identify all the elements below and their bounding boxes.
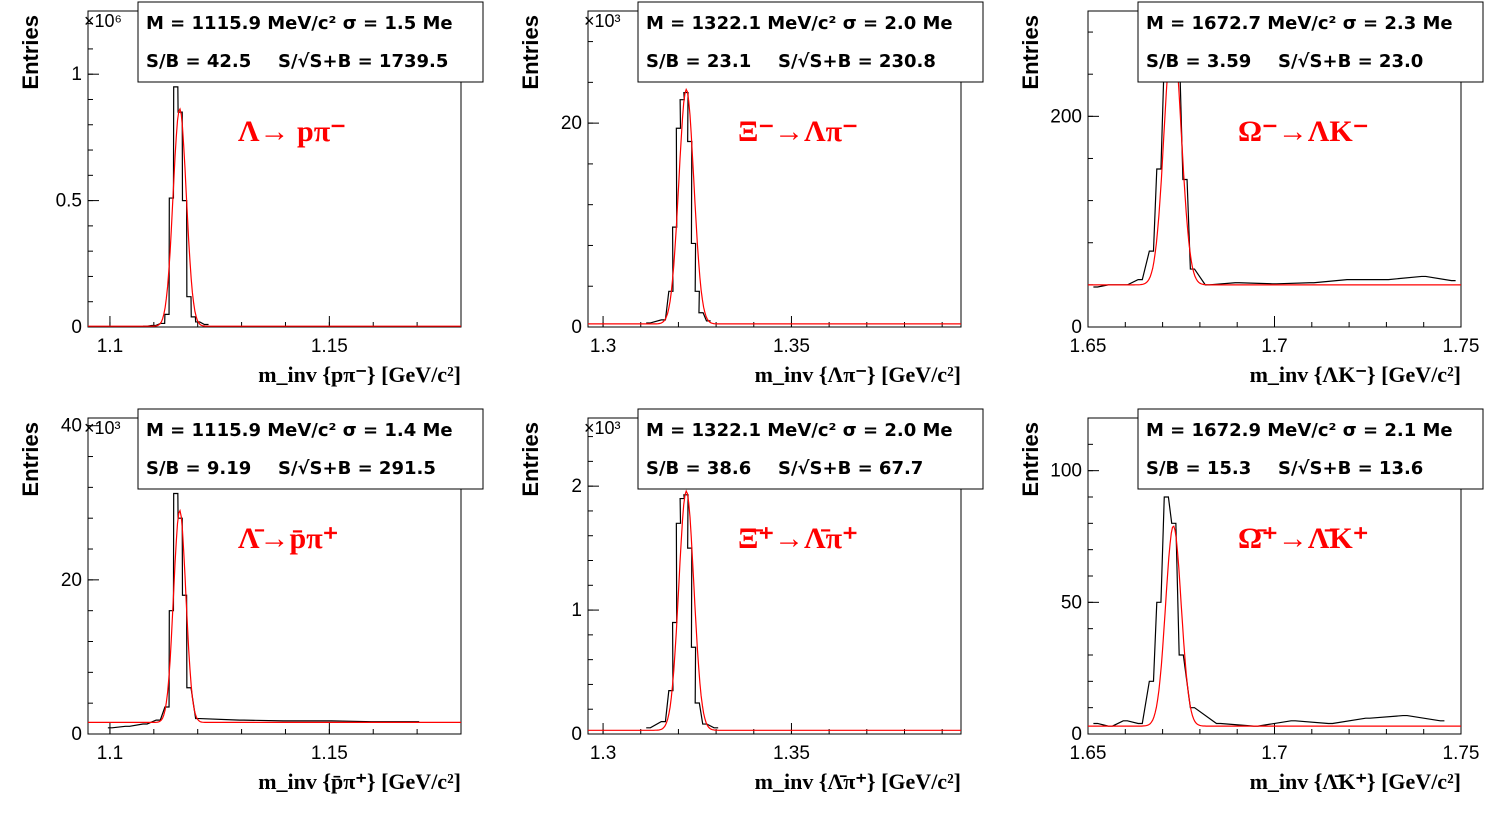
decay-label: Ω̄⁺→Λ̄K⁺ [1238, 522, 1369, 555]
stats-box [137, 408, 484, 490]
x-tick-label: 1.15 [311, 336, 348, 357]
y-tick-label: 0 [71, 317, 82, 338]
panel-1: 0 0.5 1 1.1 1.15 M = 1115.9 MeV/c² σ = 1.5 Me… [18, 1, 484, 387]
stats-mass: M = 1322.1 MeV/c² σ = 2.0 Me [646, 420, 953, 441]
x-axis-label: m_inv {pπ⁻} [GeV/c²] [258, 362, 461, 387]
y-multiplier: ×10⁶ [84, 11, 122, 31]
y-axis-label: Entries [18, 15, 43, 90]
stats-mass: M = 1672.9 MeV/c² σ = 2.1 Me [1146, 420, 1453, 441]
stats-sb: S/B = 9.19 [146, 458, 251, 479]
panel-3: 0 200 1.65 1.7 1.75 M = 1672.7 MeV/c² σ = 2.3… [1018, 1, 1484, 387]
decay-label: Ξ⁻→Λπ⁻ [738, 115, 858, 148]
y-tick-label: 1 [571, 600, 582, 621]
y-axis-label: Entries [1018, 15, 1043, 90]
fit-curve [588, 87, 961, 325]
x-tick-label: 1.75 [1443, 743, 1480, 764]
stats-significance: S/√S+B = 67.7 [778, 458, 923, 479]
y-tick-label: 50 [1061, 592, 1082, 613]
histogram-data [646, 494, 719, 729]
stats-box [1137, 1, 1484, 83]
stats-sb: S/B = 3.59 [1146, 51, 1251, 72]
x-tick-label: 1.15 [311, 743, 348, 764]
stats-box [1137, 408, 1484, 490]
stats-box [637, 1, 984, 83]
fit-curve [88, 107, 461, 327]
decay-label: Ω⁻→ΛK⁻ [1238, 115, 1369, 148]
x-tick-label: 1.7 [1261, 336, 1287, 357]
x-tick-label: 1.7 [1261, 743, 1287, 764]
y-tick-label: 100 [1050, 461, 1082, 482]
y-tick-label: 0 [1071, 317, 1082, 338]
stats-sb: S/B = 23.1 [646, 51, 751, 72]
stats-significance: S/√S+B = 13.6 [1278, 458, 1423, 479]
stats-box [637, 408, 984, 490]
x-axis-label: m_inv {ΛK⁻} [GeV/c²] [1250, 362, 1461, 387]
y-tick-label: 40 [61, 416, 82, 437]
stats-sb: S/B = 38.6 [646, 458, 751, 479]
y-tick-label: 0 [1071, 724, 1082, 745]
x-tick-label: 1.65 [1070, 336, 1107, 357]
x-tick-label: 1.65 [1070, 743, 1107, 764]
panel-2: 0 20 1.3 1.35 M = 1322.1 MeV/c² σ = 2.0 Me S/… [518, 1, 984, 387]
fit-curve [588, 489, 961, 731]
stats-significance: S/√S+B = 230.8 [778, 51, 936, 72]
decay-label: Λ→ pπ⁻ [238, 115, 346, 148]
x-tick-label: 1.3 [590, 336, 616, 357]
histogram-data [1093, 496, 1445, 727]
panel-5: 0 1 2 1.3 1.35 M = 1322.1 MeV/c² σ = 2.0 Me S/… [518, 408, 984, 794]
stats-sb: S/B = 15.3 [1146, 458, 1251, 479]
y-tick-label: 2 [571, 476, 582, 497]
stats-mass: M = 1115.9 MeV/c² σ = 1.4 Me [146, 420, 453, 441]
panel-4: 0 20 40 1.1 1.15 M = 1115.9 MeV/c² σ = 1.4 Me… [18, 408, 484, 794]
x-tick-label: 1.35 [773, 336, 810, 357]
stats-significance: S/√S+B = 291.5 [278, 458, 436, 479]
y-axis-label: Entries [518, 15, 543, 90]
y-tick-label: 20 [61, 570, 82, 591]
y-tick-label: 0.5 [56, 191, 82, 212]
stats-significance: S/√S+B = 1739.5 [278, 51, 448, 72]
y-axis-label: Entries [18, 422, 43, 497]
histogram-data [107, 492, 420, 729]
y-tick-label: 0 [571, 724, 582, 745]
stats-mass: M = 1672.7 MeV/c² σ = 2.3 Me [1146, 13, 1453, 34]
x-tick-label: 1.35 [773, 743, 810, 764]
y-axis-label: Entries [518, 422, 543, 497]
stats-significance: S/√S+B = 23.0 [1278, 51, 1423, 72]
decay-label: Λ̄→p̄π⁺ [238, 522, 338, 555]
fit-curve [88, 508, 461, 723]
y-tick-label: 0 [71, 724, 82, 745]
y-tick-label: 0 [571, 317, 582, 338]
x-axis-label: m_inv {p̄π⁺} [GeV/c²] [258, 769, 461, 794]
histogram-data [1093, 31, 1456, 288]
histogram-data [142, 86, 209, 327]
stats-box [137, 1, 484, 83]
y-tick-label: 1 [71, 64, 82, 85]
x-axis-label: m_inv {Λ̄π⁺} [GeV/c²] [755, 769, 961, 794]
x-tick-label: 1.1 [97, 336, 123, 357]
x-tick-label: 1.3 [590, 743, 616, 764]
y-tick-label: 200 [1050, 106, 1082, 127]
y-multiplier: ×10³ [584, 11, 621, 31]
stats-sb: S/B = 42.5 [146, 51, 251, 72]
decay-label: Ξ̄⁺→Λ̄π⁺ [738, 522, 858, 555]
y-multiplier: ×10³ [584, 418, 621, 438]
stats-mass: M = 1115.9 MeV/c² σ = 1.5 Me [146, 13, 453, 34]
fit-curve [1088, 30, 1461, 286]
fit-curve [1088, 525, 1461, 727]
x-tick-label: 1.1 [97, 743, 123, 764]
y-multiplier: ×10³ [84, 418, 121, 438]
x-tick-label: 1.75 [1443, 336, 1480, 357]
x-axis-label: m_inv {Λ̄K⁺} [GeV/c²] [1250, 769, 1461, 794]
x-axis-label: m_inv {Λπ⁻} [GeV/c²] [755, 362, 961, 387]
y-tick-label: 20 [561, 113, 582, 134]
stats-mass: M = 1322.1 MeV/c² σ = 2.0 Me [646, 13, 953, 34]
y-axis-label: Entries [1018, 422, 1043, 497]
panel-6: 0 50 100 1.65 1.7 1.75 M = 1672.9 MeV/c² σ = 2… [1018, 408, 1484, 794]
